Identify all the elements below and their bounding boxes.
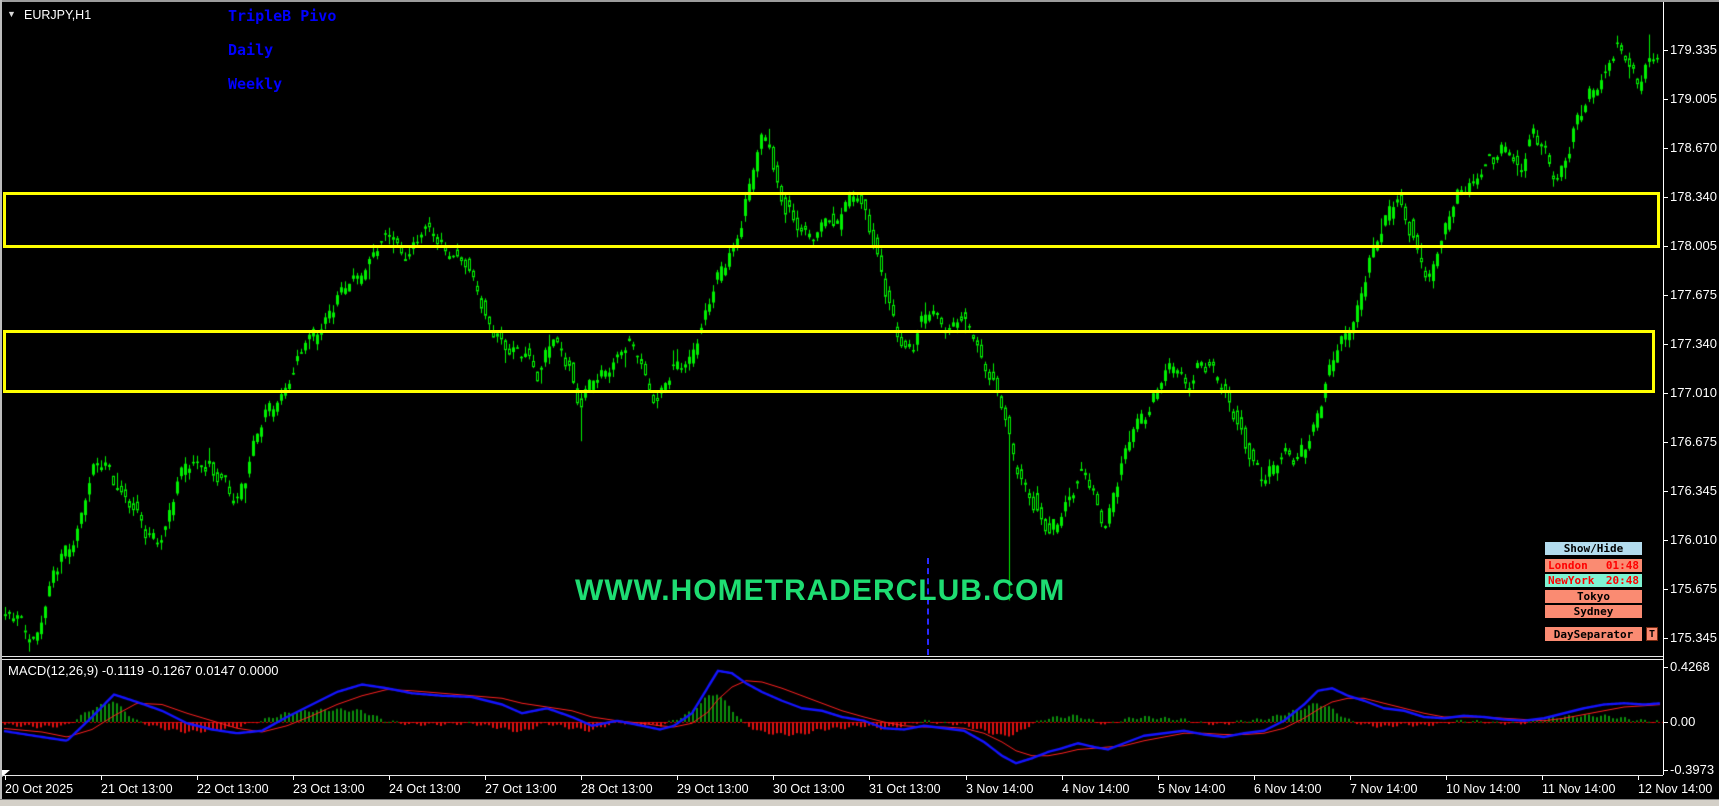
time-axis-label: 24 Oct 13:00: [389, 782, 461, 796]
price-axis-label: 179.005: [1670, 90, 1717, 106]
time-axis-label: 21 Oct 13:00: [101, 782, 173, 796]
time-axis-label: 30 Oct 13:00: [773, 782, 845, 796]
time-axis-tick: [1638, 776, 1639, 780]
window-top-edge: [0, 0, 1719, 2]
indicator-line-1: TripleB Pivo: [228, 7, 337, 25]
time-axis-tick: [677, 776, 678, 780]
time-axis-label: 31 Oct 13:00: [869, 782, 941, 796]
macd-indicator-label: MACD(12,26,9) -0.1119 -0.1267 0.0147 0.0…: [8, 663, 279, 678]
price-axis-label: 177.340: [1670, 335, 1717, 351]
newyork-session-button[interactable]: NewYork 20:48: [1545, 574, 1642, 587]
time-axis-tick: [5, 776, 6, 780]
time-axis-tick: [581, 776, 582, 780]
macd-canvas[interactable]: [2, 660, 1663, 775]
time-axis-tick: [1350, 776, 1351, 780]
price-axis-tick: [1663, 392, 1668, 394]
price-axis-label: 178.670: [1670, 139, 1717, 155]
macd-axis-tick: [1663, 667, 1668, 668]
price-axis-tick: [1663, 196, 1668, 198]
price-axis-tick: [1663, 98, 1668, 100]
price-axis-tick: [1663, 490, 1668, 492]
price-axis-label: 178.340: [1670, 188, 1717, 204]
macd-axis-tick: [1663, 722, 1668, 723]
time-axis-tick: [1446, 776, 1447, 780]
time-axis-label: 12 Nov 14:00: [1638, 782, 1713, 796]
london-countdown: 01:48: [1605, 559, 1639, 572]
price-axis-tick: [1663, 343, 1668, 345]
time-axis-tick: [966, 776, 967, 780]
price-axis-tick: [1663, 637, 1668, 639]
price-axis-tick: [1663, 539, 1668, 541]
price-axis-label: 177.010: [1670, 384, 1717, 400]
indicator-line-2: Daily: [228, 41, 274, 59]
sydney-session-button[interactable]: Sydney: [1545, 605, 1642, 618]
time-axis-tick: [869, 776, 870, 780]
time-axis-tick: [1542, 776, 1543, 780]
time-axis-scroll-marker: [2, 770, 10, 777]
price-axis-tick: [1663, 589, 1668, 591]
price-axis-tick: [1663, 147, 1668, 149]
time-axis-tick: [293, 776, 294, 780]
window-left-edge: [0, 0, 2, 806]
time-axis-label: 10 Nov 14:00: [1446, 782, 1521, 796]
symbol-timeframe-label: EURJPY,H1: [24, 8, 92, 22]
time-axis-label: 5 Nov 14:00: [1158, 782, 1226, 796]
resistance-zone-rectangle[interactable]: [3, 192, 1660, 249]
support-zone-rectangle[interactable]: [3, 329, 1655, 394]
window-bottom-edge: [0, 799, 1719, 806]
price-axis-label: 175.345: [1670, 629, 1717, 645]
price-axis-label: 179.335: [1670, 42, 1717, 57]
price-axis-tick: [1663, 245, 1668, 247]
show-hide-button[interactable]: Show/Hide: [1545, 542, 1642, 555]
macd-axis-label: 0.00: [1670, 714, 1696, 729]
price-axis-tick: [1663, 294, 1668, 296]
indicator-text-block: TripleB Pivo Daily Weekly: [228, 8, 336, 93]
day-separator-line: [927, 558, 929, 655]
price-axis-label: 176.010: [1670, 531, 1717, 547]
time-axis-label: 11 Nov 14:00: [1542, 782, 1616, 796]
macd-axis-label: -0.3973: [1670, 762, 1715, 777]
pane-divider[interactable]: [2, 656, 1663, 657]
price-axis-label: 175.675: [1670, 581, 1717, 597]
macd-axis-tick: [1663, 770, 1668, 771]
symbol-dropdown-icon[interactable]: ▼: [7, 9, 16, 19]
time-axis-tick: [1158, 776, 1159, 780]
time-axis-tick: [1254, 776, 1255, 780]
macd-axis-label: 0.4268: [1670, 659, 1710, 674]
time-axis-tick: [197, 776, 198, 780]
london-session-button[interactable]: London 01:48: [1545, 559, 1642, 572]
time-axis-label: 4 Nov 14:00: [1062, 782, 1130, 796]
tokyo-session-button[interactable]: Tokyo: [1545, 590, 1642, 603]
time-axis-tick: [1062, 776, 1063, 780]
price-axis-tick: [1663, 441, 1668, 443]
time-axis-label: 28 Oct 13:00: [581, 782, 653, 796]
day-separator-button[interactable]: DaySeparator: [1545, 627, 1642, 641]
price-axis-label: 178.005: [1670, 237, 1717, 253]
time-axis-tick: [485, 776, 486, 780]
candlestick-canvas[interactable]: [2, 2, 1663, 656]
chart-right-border: [1663, 2, 1664, 775]
time-axis-tick: [773, 776, 774, 780]
time-axis-label: 27 Oct 13:00: [485, 782, 557, 796]
time-axis-label: 6 Nov 14:00: [1254, 782, 1322, 796]
watermark-text: WWW.HOMETRADERCLUB.COM: [575, 574, 1066, 607]
time-axis-label: 29 Oct 13:00: [677, 782, 749, 796]
price-axis-label: 177.675: [1670, 286, 1717, 302]
macd-pane-bottom-border: [0, 775, 1663, 776]
time-axis-label: 20 Oct 2025: [5, 782, 74, 796]
time-axis-label: 7 Nov 14:00: [1350, 782, 1418, 796]
price-axis-tick: [1663, 50, 1668, 51]
macd-pane-top-border: [2, 659, 1663, 660]
day-separator-toggle-button[interactable]: T: [1646, 627, 1658, 641]
time-axis-tick: [101, 776, 102, 780]
time-axis-tick: [389, 776, 390, 780]
price-axis-label: 176.345: [1670, 482, 1717, 498]
newyork-countdown: 20:48: [1605, 574, 1639, 587]
time-axis-label: 3 Nov 14:00: [966, 782, 1034, 796]
time-axis-label: 23 Oct 13:00: [293, 782, 365, 796]
indicator-line-3: Weekly: [228, 75, 283, 93]
price-axis-label: 176.675: [1670, 433, 1717, 449]
time-axis-label: 22 Oct 13:00: [197, 782, 269, 796]
